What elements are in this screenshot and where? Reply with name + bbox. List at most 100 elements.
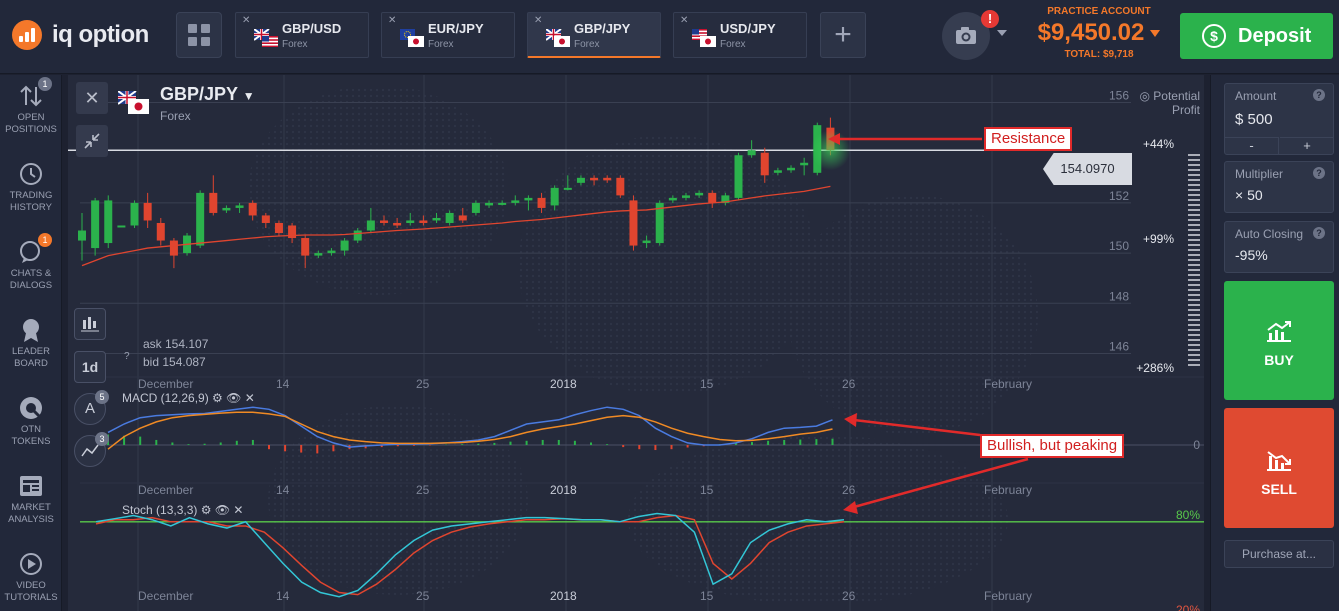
sidebar-item-otn-tokens[interactable]: OTN TOKENS — [0, 395, 62, 448]
tab-pair-label: USD/JPY — [720, 21, 776, 36]
gear-icon[interactable]: ⚙ — [212, 391, 223, 405]
alert-badge: ! — [981, 10, 999, 28]
collapse-icon — [84, 133, 100, 149]
asset-selector[interactable]: GBP/JPY ▼ — [160, 84, 255, 105]
candle-body — [498, 202, 507, 205]
candle-body — [708, 192, 717, 203]
eye-icon[interactable]: 👁 — [226, 391, 242, 405]
sidebar-label: DIALOGS — [9, 280, 53, 291]
chart-area[interactable]: December 14 25 2018 15 26 February December 14 25… — [68, 75, 1204, 611]
asset-grid-button[interactable] — [176, 12, 222, 58]
profit-label: +44% — [1143, 137, 1174, 151]
sidebar-item-open-positions[interactable]: 1 OPEN POSITIONS — [0, 77, 62, 136]
candle-body — [432, 217, 441, 221]
x-axis-label: December — [138, 589, 193, 603]
candle-body — [406, 220, 415, 223]
help-icon[interactable]: ? — [1313, 89, 1325, 101]
indicators-button[interactable]: A 5 — [74, 390, 109, 425]
deposit-button[interactable]: $ Deposit — [1180, 13, 1333, 59]
sidebar-item-trading-history[interactable]: TRADING HISTORY — [0, 161, 62, 214]
candle-body — [340, 240, 349, 251]
candle-body — [471, 202, 480, 213]
drawing-tools-button[interactable]: 3 — [74, 432, 109, 467]
world-map-texture — [628, 435, 1008, 605]
help-icon[interactable]: ? — [1313, 167, 1325, 179]
amount-value[interactable]: $ 500 — [1235, 111, 1273, 128]
bullish-arrow-stoch — [853, 457, 1029, 509]
amount-field[interactable]: Amount ? $ 500 - + — [1224, 83, 1334, 155]
multiplier-field[interactable]: Multiplier ? × 50 — [1224, 161, 1334, 213]
chart-type-button[interactable] — [74, 308, 106, 340]
last-candle-glow — [810, 130, 851, 171]
stoch-label-text: Stoch (13,3,3) — [122, 503, 198, 517]
sidebar-item-video-tutorials[interactable]: VIDEO TUTORIALS — [0, 551, 62, 604]
close-icon[interactable]: ✕ — [233, 503, 244, 517]
candle-body — [261, 215, 270, 223]
sidebar-item-market-analysis[interactable]: MARKET ANALYSIS — [0, 473, 62, 526]
candle-body — [563, 187, 572, 190]
x-axis-label: 2018 — [550, 377, 577, 391]
candle-body — [248, 202, 257, 216]
tab-eur-jpy[interactable]: ✕ EUR/JPY Forex — [381, 12, 515, 58]
tab-usd-jpy[interactable]: ✕ USD/JPY Forex — [673, 12, 807, 58]
close-icon[interactable]: ✕ — [534, 15, 543, 26]
tab-gbp-usd[interactable]: ✕ GBP/USD Forex — [235, 12, 369, 58]
sell-icon — [1267, 451, 1291, 471]
candle-body — [695, 192, 704, 196]
chevron-down-icon[interactable] — [997, 30, 1007, 36]
brand-logo[interactable]: iq option — [12, 20, 149, 50]
candle-body — [642, 240, 651, 244]
candle-body — [773, 170, 782, 173]
history-icon — [18, 161, 44, 187]
help-icon[interactable]: ? — [124, 351, 130, 362]
candle-body — [524, 197, 533, 201]
timeframe-button[interactable]: 1d — [74, 351, 106, 383]
candle-body — [760, 152, 769, 176]
buy-button[interactable]: BUY — [1224, 281, 1334, 400]
sell-label: SELL — [1261, 481, 1297, 497]
candle-body — [458, 215, 467, 221]
sidebar-item-leaderboard[interactable]: LEADER BOARD — [0, 317, 62, 370]
chart-canvas[interactable]: December 14 25 2018 15 26 February December 14 25… — [68, 75, 1204, 611]
camera-icon — [956, 27, 976, 44]
sidebar-item-chats[interactable]: 1 CHATS & DIALOGS — [0, 233, 62, 292]
x-axis-label: 15 — [700, 483, 714, 497]
profit-label: +286% — [1136, 361, 1174, 375]
close-chart-button[interactable]: ✕ — [76, 82, 108, 114]
close-icon[interactable]: ✕ — [244, 391, 255, 405]
eye-icon[interactable]: 👁 — [214, 503, 231, 517]
deposit-icon: $ — [1202, 24, 1226, 48]
auto-closing-field[interactable]: Auto Closing ? -95% — [1224, 221, 1334, 273]
close-icon[interactable]: ✕ — [242, 15, 251, 26]
tab-gbp-jpy[interactable]: ✕ GBP/JPY Forex — [527, 12, 661, 58]
collapse-button[interactable] — [76, 125, 108, 157]
candle-body — [301, 238, 310, 256]
sell-button[interactable]: SELL — [1224, 408, 1334, 528]
close-icon[interactable]: ✕ — [680, 15, 689, 26]
callout-resistance: Resistance — [984, 127, 1073, 151]
deposit-label: Deposit — [1238, 25, 1312, 47]
add-tab-button[interactable]: + — [820, 12, 866, 58]
sidebar-label: OPEN — [17, 112, 45, 123]
x-axis-label: 15 — [700, 377, 714, 391]
amount-decrease-button[interactable]: - — [1225, 137, 1279, 155]
candle-body — [130, 202, 139, 226]
candle-body — [327, 250, 336, 254]
x-axis-label: 26 — [842, 377, 856, 391]
trade-panel: Amount ? $ 500 - + Multiplier ? × 50 Aut… — [1210, 75, 1339, 611]
purchase-at-button[interactable]: Purchase at... — [1224, 540, 1334, 568]
close-icon[interactable]: ✕ — [388, 15, 397, 26]
potential-profit-label: ◎ Potential Profit — [1138, 89, 1200, 117]
help-icon[interactable]: ◎ — [1139, 89, 1150, 103]
drawing-badge: 3 — [95, 432, 109, 446]
candle-body — [353, 230, 362, 241]
candle-body — [747, 150, 756, 156]
account-type-label: PRACTICE ACCOUNT — [1047, 6, 1151, 17]
screenshot-button[interactable] — [942, 12, 990, 60]
gear-icon[interactable]: ⚙ — [200, 503, 212, 517]
account-selector[interactable]: PRACTICE ACCOUNT $9,450.02 TOTAL: $9,718 — [1030, 6, 1168, 60]
flag-us-jp-icon — [692, 29, 716, 47]
amount-increase-button[interactable]: + — [1280, 137, 1334, 155]
price-tick-label: 152 — [1109, 189, 1129, 203]
help-icon[interactable]: ? — [1313, 227, 1325, 239]
